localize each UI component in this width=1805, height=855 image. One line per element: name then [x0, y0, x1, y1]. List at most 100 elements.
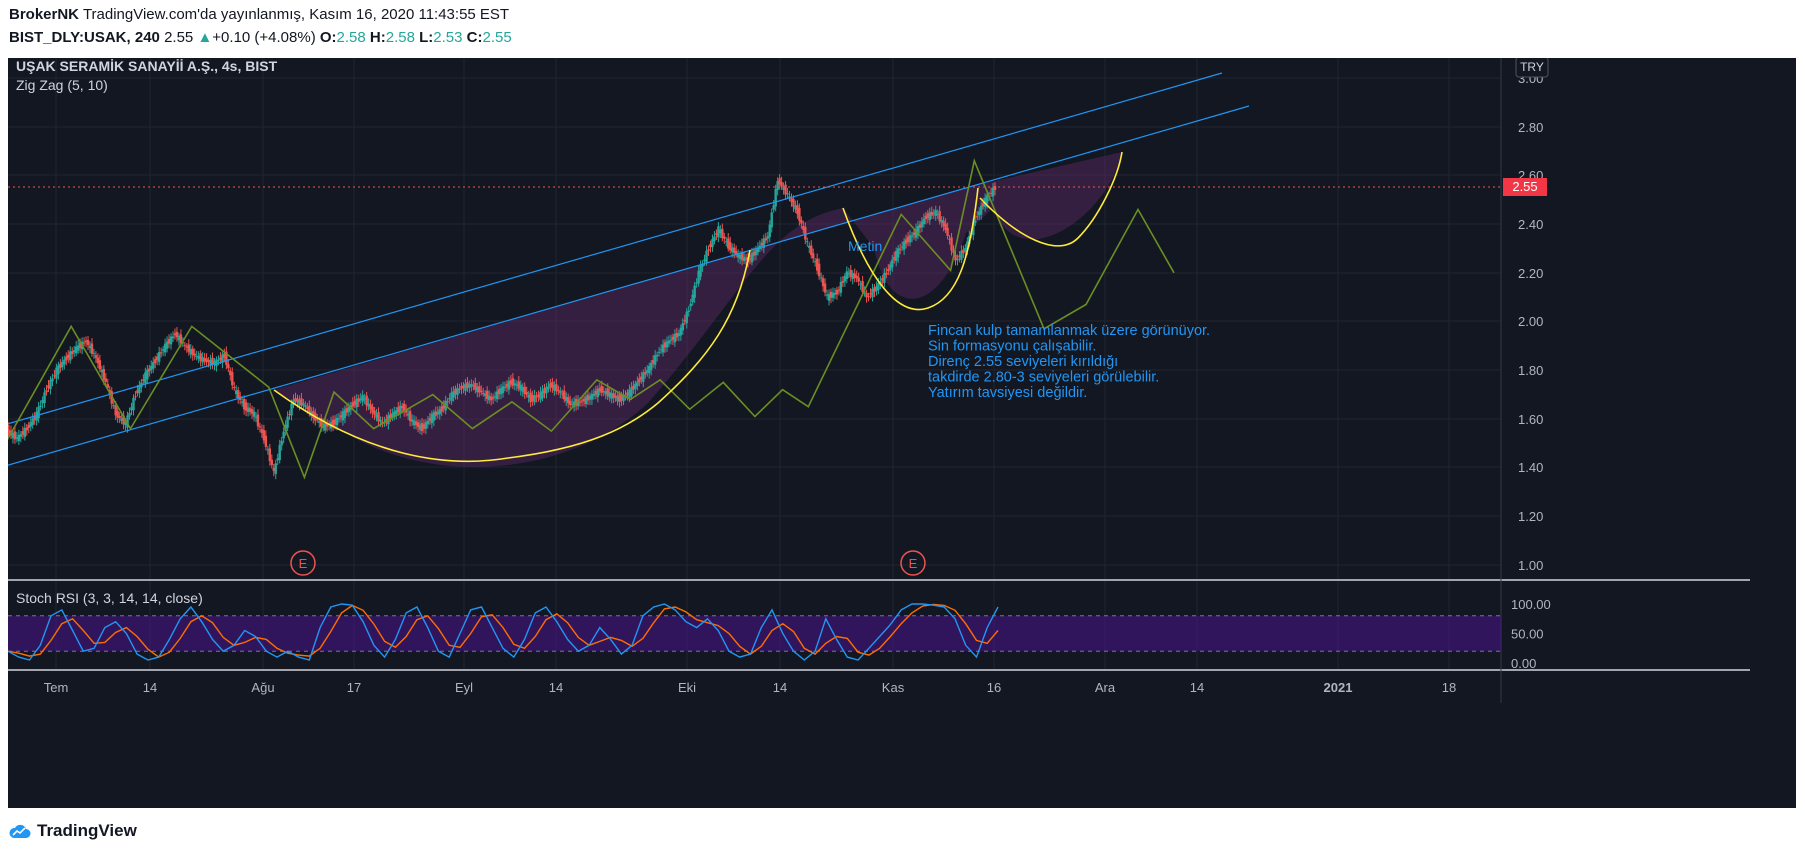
candle-body: [454, 388, 457, 395]
candle-body: [719, 229, 722, 234]
channel-lower-line[interactable]: [7, 105, 1250, 466]
candle-body: [319, 418, 323, 427]
candle-body: [353, 400, 356, 405]
inner-cup-curve[interactable]: [842, 187, 979, 311]
stoch-d-line[interactable]: [7, 603, 999, 658]
candle-body: [207, 359, 210, 363]
candle-body: [748, 258, 752, 260]
candle-body: [642, 372, 645, 382]
candle-body: [420, 423, 424, 432]
text-note[interactable]: Metin: [848, 238, 882, 254]
candle-body: [371, 406, 374, 413]
candle-body: [474, 382, 477, 390]
candle-body: [448, 398, 451, 400]
handle-curve[interactable]: [979, 151, 1123, 247]
candle-body: [857, 277, 860, 282]
candle-body: [100, 370, 104, 373]
candle-body: [430, 413, 434, 424]
author-name[interactable]: BrokerNK: [9, 6, 80, 23]
candle-body: [596, 388, 600, 397]
candle-body: [572, 401, 576, 407]
candle-body: [916, 226, 920, 236]
candle-body: [657, 351, 661, 353]
candle-body: [258, 426, 262, 428]
cup-curve[interactable]: [273, 249, 751, 463]
annotation-block[interactable]: Fincan kulp tamamlanmak üzere görünüyor.…: [928, 323, 1210, 401]
stoch-axis[interactable]: 100.00 50.00 0.00: [1511, 597, 1551, 671]
candle-body: [74, 346, 78, 354]
change-arrow-icon: ▲: [197, 29, 213, 46]
candle-body: [638, 378, 641, 383]
earnings-marker-2[interactable]: E: [900, 550, 926, 576]
candle-body: [345, 408, 349, 413]
candle-body: [960, 250, 963, 261]
candle-body: [278, 445, 281, 461]
earnings-label: E: [909, 556, 918, 571]
publish-info: TradingView.com'da yayınlanmış, Kasım 16…: [82, 6, 510, 23]
candle-body: [260, 429, 264, 434]
time-axis[interactable]: Tem 14 Ağu 17 Eyl 14 Eki 14 Kas 16 Ara 14 2021 18: [44, 680, 1457, 695]
candle-body: [835, 289, 839, 295]
candle-body: [39, 405, 42, 407]
candle-body: [849, 269, 852, 278]
candle-body: [61, 361, 64, 368]
candle-body: [23, 427, 26, 437]
candle-body: [485, 390, 489, 400]
candle-body: [653, 355, 657, 365]
candle-body: [497, 389, 501, 395]
candle-body: [952, 250, 955, 253]
time-tick-label: 14: [143, 680, 157, 695]
candle-body: [827, 293, 831, 301]
price-tick-label: 1.20: [1518, 509, 1543, 524]
candle-body: [462, 385, 465, 388]
candle-body: [570, 403, 574, 405]
candle-body: [810, 245, 813, 256]
chart-svg[interactable]: 3.002.802.602.402.202.001.801.601.401.20…: [6, 56, 1796, 808]
price-tick-label: 2.80: [1518, 120, 1543, 135]
candle-body: [602, 391, 605, 393]
symbol-name[interactable]: BIST_DLY:USAK, 240: [9, 29, 160, 46]
candle-body: [529, 392, 532, 403]
candle-body: [543, 388, 546, 394]
candle-body: [539, 392, 542, 400]
candle-body: [29, 422, 32, 427]
candle-body: [681, 323, 685, 331]
candle-body: [786, 193, 789, 195]
tradingview-logo[interactable]: TradingView: [9, 821, 137, 841]
publish-header: BrokerNK TradingView.com'da yayınlanmış,…: [0, 0, 1805, 58]
zigzag-line[interactable]: [7, 158, 1175, 480]
candle-body: [920, 221, 924, 228]
candle-body: [760, 242, 764, 246]
candle-body: [770, 212, 773, 228]
candle-body: [893, 256, 896, 260]
candle-body: [489, 396, 493, 401]
candle-body: [568, 400, 572, 405]
candle-body: [464, 383, 467, 391]
candle-body: [699, 265, 702, 277]
indicator-label[interactable]: Zig Zag (5, 10): [16, 77, 108, 93]
candle-body: [865, 292, 868, 298]
stoch-k-line[interactable]: [7, 603, 999, 661]
candle-body: [27, 425, 30, 428]
candle-body: [956, 258, 959, 261]
candle-body: [762, 238, 766, 248]
candle-body: [813, 261, 817, 263]
candle-body: [242, 398, 246, 410]
oscillator-label[interactable]: Stoch RSI (3, 3, 14, 14, close): [16, 590, 203, 606]
earnings-marker-1[interactable]: E: [290, 550, 316, 576]
candle-body: [468, 384, 471, 388]
chart-background: [8, 58, 1796, 808]
candle-body: [102, 369, 106, 380]
chart-area[interactable]: 3.00 2.80 2.60 2.40 2.20 2.00 1.80 1.60 1.40 1.20…: [6, 56, 1796, 808]
candle-body: [177, 336, 181, 341]
price-axis[interactable]: 3.002.802.602.402.202.001.801.601.401.20…: [1518, 71, 1543, 573]
candle-body: [725, 241, 728, 243]
candle-body: [13, 431, 17, 440]
candle-body: [106, 384, 109, 388]
stoch-tick-label: 50.00: [1511, 627, 1544, 642]
channel-upper-line[interactable]: [7, 72, 1223, 425]
candle-body: [924, 215, 928, 220]
candle-body: [333, 419, 337, 425]
candle-body: [57, 365, 60, 375]
publish-line: BrokerNK TradingView.com'da yayınlanmış,…: [9, 6, 509, 23]
